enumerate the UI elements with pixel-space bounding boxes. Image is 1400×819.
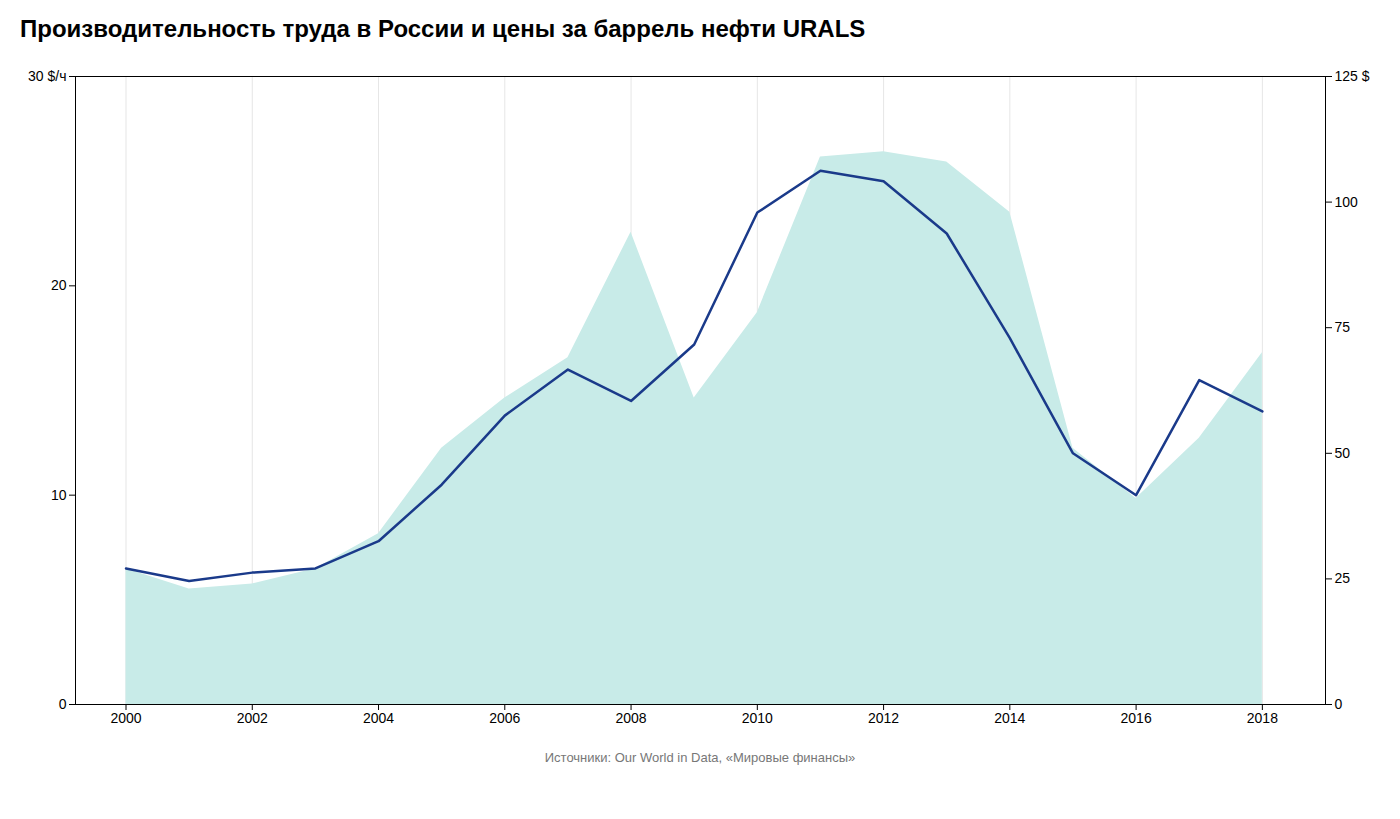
svg-text:2018: 2018 xyxy=(1247,710,1278,726)
svg-text:2004: 2004 xyxy=(363,710,394,726)
svg-text:125 $: 125 $ xyxy=(1335,68,1370,84)
svg-text:100: 100 xyxy=(1335,194,1359,210)
svg-text:30 $/ч: 30 $/ч xyxy=(28,68,66,84)
svg-text:75: 75 xyxy=(1335,319,1351,335)
svg-text:0: 0 xyxy=(59,696,67,712)
html-text:Производительность труда в Рос: Производительность труда в России и цены… xyxy=(20,15,866,42)
svg-text:2000: 2000 xyxy=(110,710,141,726)
svg-text:25: 25 xyxy=(1335,570,1351,586)
svg-text:2008: 2008 xyxy=(615,710,646,726)
html-text:Источники: Our World in Data,: Источники: Our World in Data, «Мировые ф… xyxy=(544,750,856,765)
svg-text:20: 20 xyxy=(51,277,67,293)
svg-text:50: 50 xyxy=(1335,445,1351,461)
svg-text:2016: 2016 xyxy=(1121,710,1152,726)
svg-text:2012: 2012 xyxy=(868,710,899,726)
svg-text:2014: 2014 xyxy=(994,710,1025,726)
svg-text:0: 0 xyxy=(1335,696,1343,712)
svg-text:2002: 2002 xyxy=(237,710,268,726)
svg-text:10: 10 xyxy=(51,487,67,503)
svg-text:2006: 2006 xyxy=(489,710,520,726)
svg-text:2010: 2010 xyxy=(742,710,773,726)
